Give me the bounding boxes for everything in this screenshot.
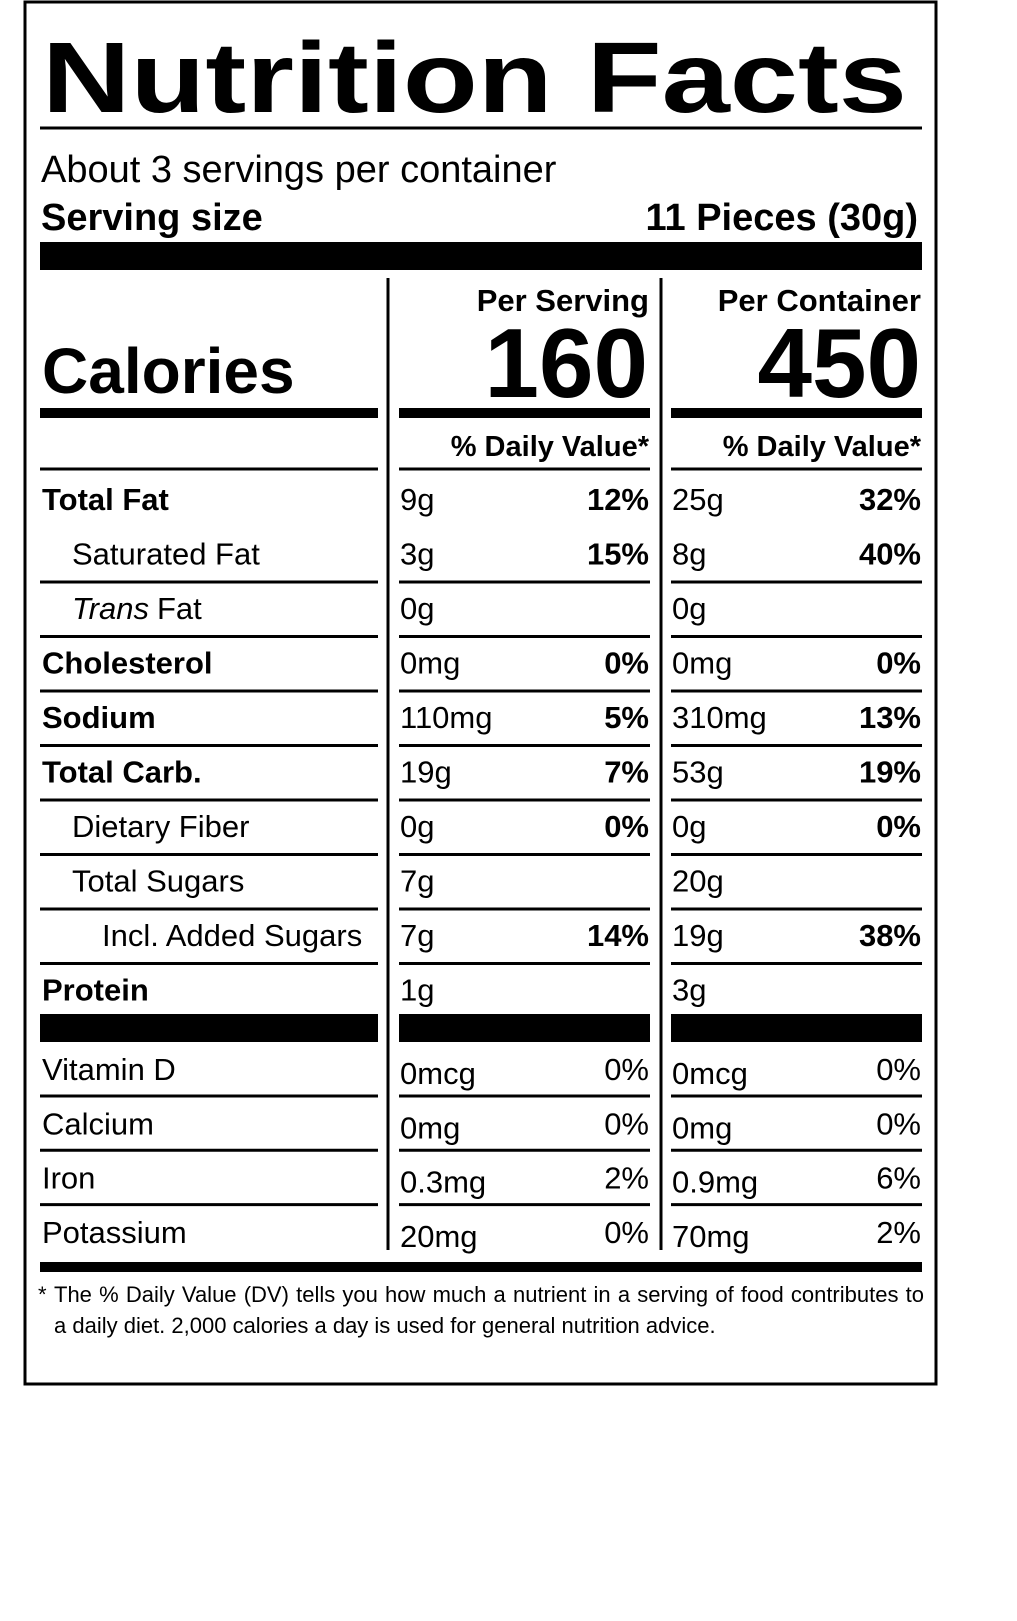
- nutrient-name: Dietary Fiber: [72, 809, 249, 844]
- title: Nutrition Facts: [42, 22, 907, 134]
- column-header: Per Container: [718, 283, 921, 318]
- amount: 0g: [672, 591, 706, 626]
- nutrient-name: Incl. Added Sugars: [102, 918, 362, 953]
- amount: 310mg: [672, 700, 767, 735]
- nutrient-name: Protein: [42, 973, 149, 1008]
- daily-value: 0%: [604, 1106, 649, 1141]
- thick-bar: [671, 1014, 922, 1042]
- nutrient-name: Potassium: [42, 1215, 187, 1250]
- nutrient-name: Iron: [42, 1161, 95, 1196]
- amount: 7g: [400, 918, 434, 953]
- nutrient-name-part: Fat: [157, 591, 202, 626]
- daily-value: 38%: [859, 918, 921, 953]
- dv-header: % Daily Value*: [723, 431, 922, 463]
- nutrient-name: Total Sugars: [72, 864, 244, 899]
- amount: 0mg: [672, 1110, 732, 1145]
- daily-value: 13%: [859, 700, 921, 735]
- column-header: Per Serving: [477, 283, 649, 318]
- amount: 110mg: [400, 700, 493, 735]
- amount: 0.9mg: [672, 1165, 758, 1200]
- amount: 1g: [400, 973, 434, 1008]
- daily-value: 7%: [604, 755, 649, 790]
- thick-bar: [40, 242, 922, 270]
- amount: 3g: [400, 537, 434, 572]
- daily-value: 12%: [587, 482, 649, 517]
- daily-value: 0%: [604, 646, 649, 681]
- medium-bar: [40, 1262, 922, 1272]
- nutrient-name: Total Carb.: [42, 755, 202, 790]
- medium-bar: [671, 408, 922, 418]
- daily-value: 2%: [604, 1161, 649, 1196]
- servings: About 3 servings per container: [41, 149, 557, 191]
- calories-value: 450: [757, 308, 921, 418]
- daily-value: 19%: [859, 755, 921, 790]
- amount: 0mg: [400, 646, 460, 681]
- daily-value: 0%: [876, 646, 921, 681]
- serving-size-value: 11 Pieces (30g): [645, 197, 918, 239]
- amount: 0g: [400, 591, 434, 626]
- nutrient-name: Vitamin D: [42, 1052, 176, 1087]
- daily-value: 0%: [876, 1106, 921, 1141]
- daily-value: 6%: [876, 1161, 921, 1196]
- amount: 20mg: [400, 1219, 478, 1254]
- amount: 70mg: [672, 1219, 750, 1254]
- dv-header: % Daily Value*: [451, 431, 650, 463]
- amount: 0mg: [400, 1110, 460, 1145]
- thick-bar: [40, 1014, 378, 1042]
- amount: 19g: [672, 918, 724, 953]
- daily-value: 0%: [604, 809, 649, 844]
- amount: 7g: [400, 864, 434, 899]
- nutrient-name: Trans Fat: [72, 591, 202, 626]
- label-border: [23, 0, 938, 1386]
- calories-value: 160: [484, 308, 648, 418]
- amount: 0mg: [672, 646, 732, 681]
- amount: 0g: [672, 809, 706, 844]
- amount: 9g: [400, 482, 434, 517]
- daily-value: 0%: [604, 1052, 649, 1087]
- footnote-text: The % Daily Value (DV) tells you how muc…: [54, 1282, 924, 1338]
- nutrient-name: Total Fat: [42, 482, 169, 517]
- daily-value: 32%: [859, 482, 921, 517]
- daily-value: 2%: [876, 1215, 921, 1250]
- amount: 0mcg: [400, 1056, 476, 1091]
- nutrient-name: Sodium: [42, 700, 156, 735]
- calories-label: Calories: [42, 335, 295, 407]
- daily-value: 14%: [587, 918, 649, 953]
- amount: 0.3mg: [400, 1165, 486, 1200]
- daily-value: 40%: [859, 537, 921, 572]
- amount: 3g: [672, 973, 706, 1008]
- amount: 0g: [400, 809, 434, 844]
- amount: 20g: [672, 864, 724, 899]
- medium-bar: [40, 408, 378, 418]
- amount: 19g: [400, 755, 452, 790]
- daily-value: 5%: [604, 700, 649, 735]
- daily-value: 0%: [876, 809, 921, 844]
- nutrient-name: Calcium: [42, 1106, 154, 1141]
- medium-bar: [399, 408, 650, 418]
- nutrient-name: Saturated Fat: [72, 537, 260, 572]
- amount: 0mcg: [672, 1056, 748, 1091]
- footnote-marker: *: [38, 1282, 47, 1307]
- nutrient-name-italic: Trans: [72, 591, 149, 626]
- amount: 8g: [672, 537, 706, 572]
- serving-size-label: Serving size: [41, 197, 263, 239]
- amount: 53g: [672, 755, 724, 790]
- thick-bar: [399, 1014, 650, 1042]
- daily-value: 0%: [604, 1215, 649, 1250]
- daily-value: 0%: [876, 1052, 921, 1087]
- footnote: * The % Daily Value (DV) tells you how m…: [38, 1280, 924, 1341]
- daily-value: 15%: [587, 537, 649, 572]
- amount: 25g: [672, 482, 724, 517]
- nutrient-name: Cholesterol: [42, 646, 213, 681]
